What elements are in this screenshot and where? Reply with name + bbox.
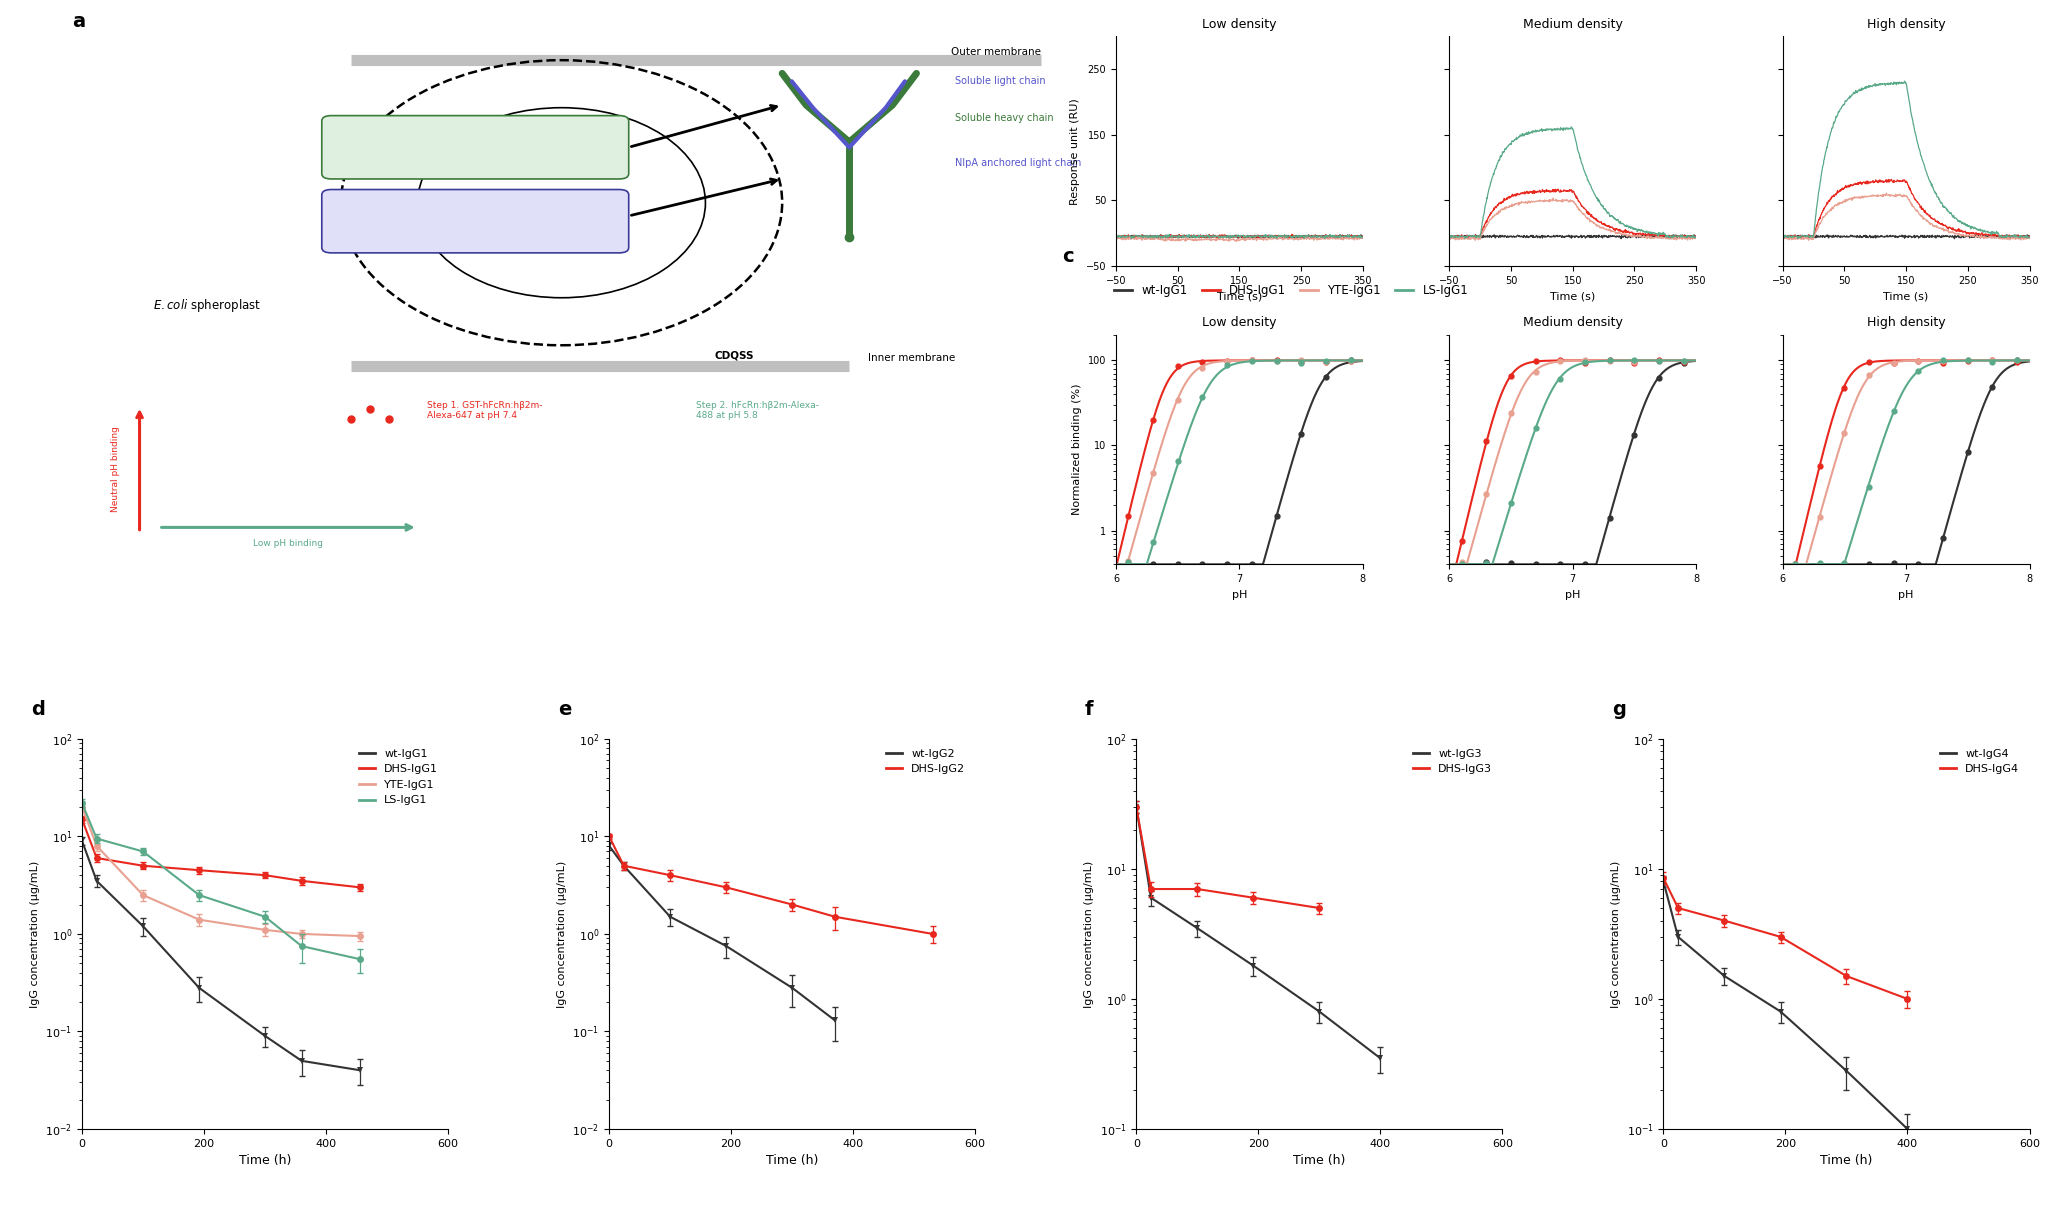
Text: Low pH binding: Low pH binding xyxy=(254,539,324,548)
Title: Low density: Low density xyxy=(1201,317,1277,329)
X-axis label: Time (h): Time (h) xyxy=(240,1155,291,1168)
Y-axis label: Normalized binding (%): Normalized binding (%) xyxy=(1072,384,1082,515)
Legend: wt-IgG4, DHS-IgG4: wt-IgG4, DHS-IgG4 xyxy=(1935,744,2023,779)
Legend: wt-IgG3, DHS-IgG3: wt-IgG3, DHS-IgG3 xyxy=(1408,744,1496,779)
X-axis label: Time (h): Time (h) xyxy=(767,1155,818,1168)
Text: Soluble heavy chain: Soluble heavy chain xyxy=(955,113,1054,124)
Y-axis label: IgG concentration (µg/mL): IgG concentration (µg/mL) xyxy=(558,861,568,1008)
Text: Inner membrane: Inner membrane xyxy=(869,353,955,363)
Text: CDQSS: CDQSS xyxy=(715,351,754,361)
Y-axis label: IgG concentration (µg/mL): IgG concentration (µg/mL) xyxy=(1611,861,1622,1008)
Text: Step 2. hFcRn:hβ2m-Alexa-
488 at pH 5.8: Step 2. hFcRn:hβ2m-Alexa- 488 at pH 5.8 xyxy=(695,401,818,420)
Text: Step 1. GST-hFcRn:hβ2m-
Alexa-647 at pH 7.4: Step 1. GST-hFcRn:hβ2m- Alexa-647 at pH … xyxy=(426,401,543,420)
Text: a: a xyxy=(72,12,86,32)
FancyBboxPatch shape xyxy=(322,189,629,253)
Legend: wt-IgG2, DHS-IgG2: wt-IgG2, DHS-IgG2 xyxy=(882,744,970,779)
Legend: wt-IgG1, DHS-IgG1, YTE-IgG1, LS-IgG1: wt-IgG1, DHS-IgG1, YTE-IgG1, LS-IgG1 xyxy=(1109,279,1472,301)
Title: High density: High density xyxy=(1868,317,1945,329)
Text: c: c xyxy=(1062,246,1074,266)
Title: Medium density: Medium density xyxy=(1523,18,1624,32)
X-axis label: pH: pH xyxy=(1564,590,1581,600)
X-axis label: pH: pH xyxy=(1232,590,1246,600)
Text: pPelB-AglycoT(L)-His: pPelB-AglycoT(L)-His xyxy=(433,216,519,225)
X-axis label: Time (h): Time (h) xyxy=(1820,1155,1872,1168)
X-axis label: Time (s): Time (s) xyxy=(1218,291,1263,301)
Y-axis label: Response unit (RU): Response unit (RU) xyxy=(1070,98,1080,205)
X-axis label: Time (s): Time (s) xyxy=(1884,291,1929,301)
Text: d: d xyxy=(31,700,45,719)
Text: $\it{E.coli}$ spheroplast: $\it{E.coli}$ spheroplast xyxy=(152,297,260,314)
Text: g: g xyxy=(1611,700,1626,719)
Text: pPelB-AglycoT(H)-FLAG: pPelB-AglycoT(H)-FLAG xyxy=(426,142,525,151)
X-axis label: Time (s): Time (s) xyxy=(1550,291,1595,301)
Legend: wt-IgG1, DHS-IgG1, YTE-IgG1, LS-IgG1: wt-IgG1, DHS-IgG1, YTE-IgG1, LS-IgG1 xyxy=(355,744,443,810)
X-axis label: pH: pH xyxy=(1898,590,1915,600)
Text: e: e xyxy=(558,700,572,719)
Legend: wt-IgG1, DHS-IgG1, YTE-IgG1, LS-IgG1: wt-IgG1, DHS-IgG1, YTE-IgG1, LS-IgG1 xyxy=(1109,0,1472,2)
Title: High density: High density xyxy=(1868,18,1945,32)
Y-axis label: IgG concentration (µg/mL): IgG concentration (µg/mL) xyxy=(29,861,39,1008)
Title: Medium density: Medium density xyxy=(1523,317,1624,329)
Y-axis label: IgG concentration (µg/mL): IgG concentration (µg/mL) xyxy=(1084,861,1095,1008)
Text: Outer membrane: Outer membrane xyxy=(951,47,1041,57)
X-axis label: Time (h): Time (h) xyxy=(1294,1155,1345,1168)
Text: Neutral pH binding: Neutral pH binding xyxy=(111,426,121,512)
Text: Soluble light chain: Soluble light chain xyxy=(955,76,1046,86)
Text: f: f xyxy=(1084,700,1093,719)
Title: Low density: Low density xyxy=(1201,18,1277,32)
Text: NlpA anchored light chain: NlpA anchored light chain xyxy=(955,158,1080,168)
FancyBboxPatch shape xyxy=(322,115,629,178)
